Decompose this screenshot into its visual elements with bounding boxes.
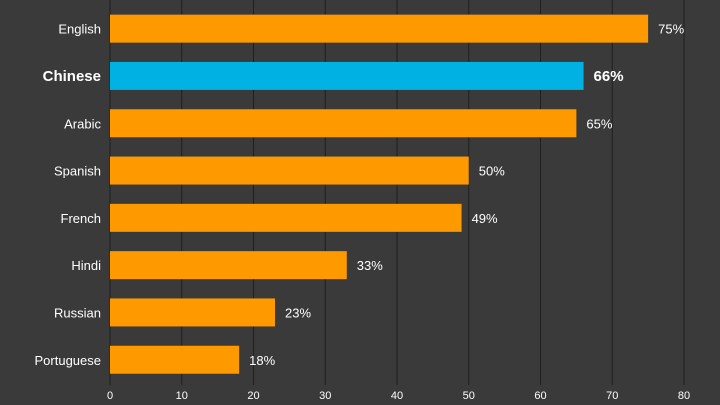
bar-french	[110, 203, 462, 232]
labels: English 75% Chinese 66% Arabic 65% Spanish 50% F…	[35, 22, 685, 368]
x-tick-label: 0	[107, 390, 113, 402]
value-label: 75%	[658, 22, 684, 37]
value-label: 49%	[472, 211, 498, 226]
bar-portuguese	[110, 345, 240, 374]
x-tick-label: 40	[391, 390, 403, 402]
category-label: Russian	[54, 305, 101, 320]
x-tick-label: 10	[176, 390, 188, 402]
category-label: Spanish	[54, 164, 101, 179]
bar-hindi	[110, 251, 347, 280]
x-tick-label: 50	[463, 390, 475, 402]
value-label: 33%	[357, 258, 383, 273]
grid	[109, 0, 685, 385]
bar-english	[110, 14, 649, 43]
bar-arabic	[110, 109, 577, 138]
bar-spanish	[110, 156, 469, 185]
value-label: 50%	[479, 164, 505, 179]
x-tick-label: 80	[678, 390, 690, 402]
value-label: 18%	[249, 353, 275, 368]
x-tick-label: 30	[319, 390, 331, 402]
category-label: Arabic	[64, 116, 101, 131]
category-label: Hindi	[71, 258, 101, 273]
category-label: English	[58, 22, 101, 37]
bar-chinese	[110, 61, 584, 90]
category-label: Chinese	[43, 68, 101, 85]
x-axis-ticks: 0 10 20 30 40 50 60 70 80	[107, 390, 690, 402]
bars	[110, 14, 649, 374]
category-label: Portuguese	[35, 353, 102, 368]
x-tick-label: 60	[534, 390, 546, 402]
x-tick-label: 20	[247, 390, 259, 402]
category-label: French	[61, 211, 101, 226]
bar-russian	[110, 298, 276, 327]
value-label: 66%	[594, 68, 624, 85]
x-tick-label: 70	[606, 390, 618, 402]
value-label: 65%	[586, 116, 612, 131]
value-label: 23%	[285, 305, 311, 320]
